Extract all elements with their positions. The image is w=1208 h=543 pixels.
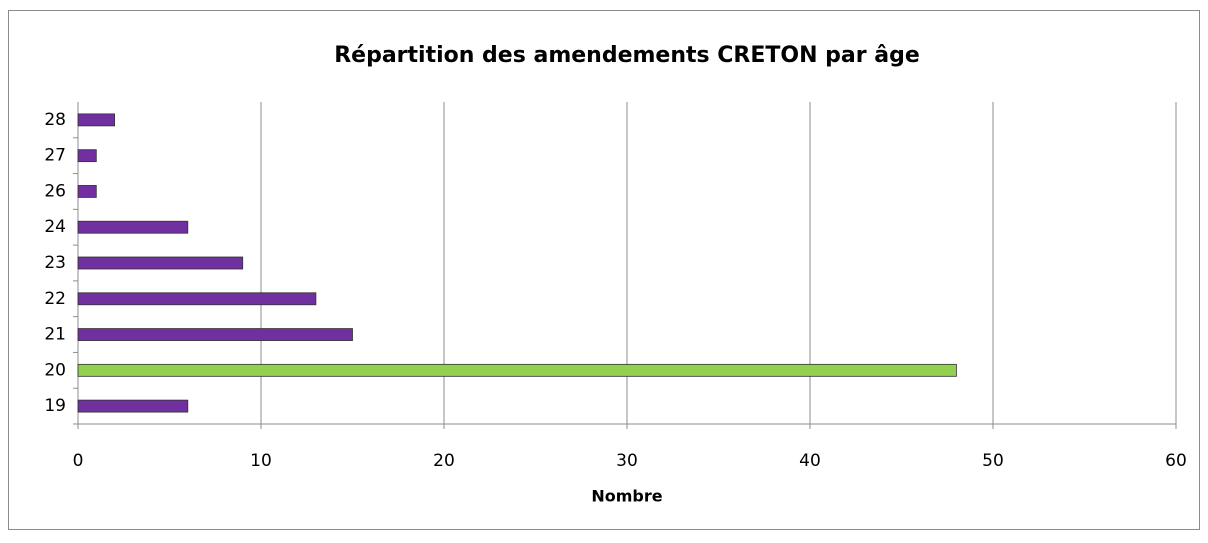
x-tick-label: 30 (616, 451, 638, 471)
chart-title: Répartition des amendements CRETON par â… (334, 43, 920, 68)
x-tick-label: 0 (73, 451, 84, 471)
y-tick-label: 19 (44, 396, 66, 416)
y-tick-label: 20 (44, 360, 66, 380)
y-tick-label: 28 (44, 110, 66, 130)
y-tick-label: 27 (44, 146, 66, 166)
x-tick-label: 20 (433, 451, 455, 471)
x-tick-label: 60 (1165, 451, 1187, 471)
y-tick-label: 21 (44, 325, 66, 345)
bar (77, 399, 189, 413)
bar (77, 220, 189, 234)
bar (77, 292, 317, 306)
y-tick-label: 24 (44, 217, 66, 237)
x-axis-label: Nombre (591, 487, 662, 506)
x-tick-label: 10 (250, 451, 272, 471)
bar (77, 328, 353, 341)
bar (77, 113, 115, 127)
chart-border (8, 10, 1200, 530)
bar (77, 185, 97, 198)
x-tick-label: 40 (799, 451, 821, 471)
bar (77, 363, 957, 377)
y-tick-label: 26 (44, 181, 66, 201)
bar (77, 256, 244, 270)
y-tick-label: 22 (44, 289, 66, 309)
y-tick-label: 23 (44, 253, 66, 273)
bar (77, 149, 97, 163)
x-tick-label: 50 (982, 451, 1004, 471)
